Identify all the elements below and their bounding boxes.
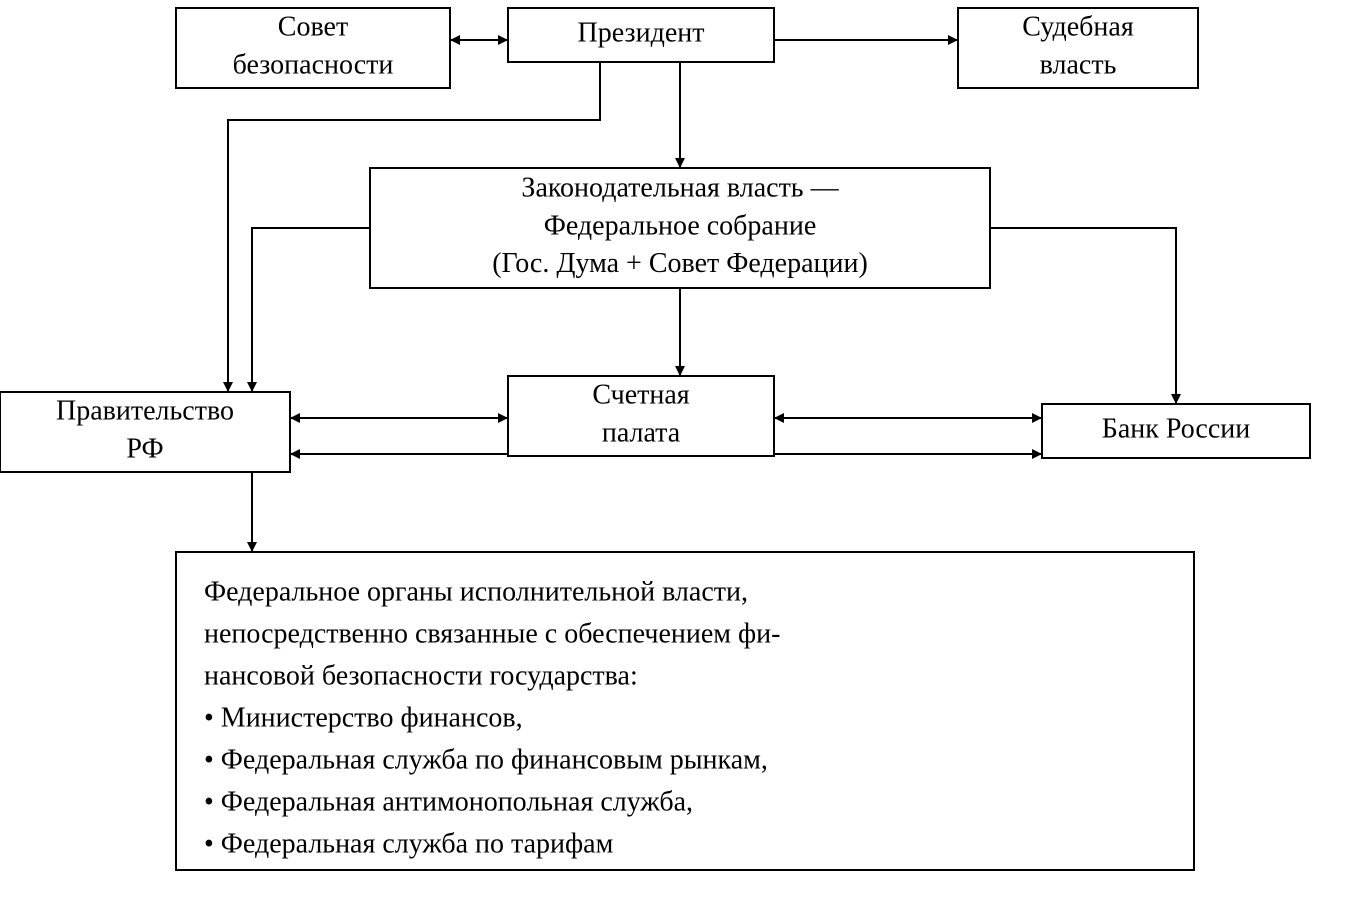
edges-layer (228, 40, 1176, 552)
node-text-government-line1: РФ (126, 433, 163, 464)
nodes-layer: Совет безопасности Президент Судебная власть… (0, 8, 1310, 870)
node-text-legislature-line2: (Гос. Дума + Совет Федерации) (492, 248, 868, 279)
node-text-bank-line0: Банк России (1102, 413, 1251, 444)
node-text-security_council-line0: Совет (278, 12, 348, 43)
node-text-federal_bodies-line3: • Министерство финансов, (204, 702, 523, 733)
org-diagram: Совет безопасности Президент Судебная власть… (0, 0, 1355, 918)
node-government: Правительство РФ (0, 392, 290, 472)
node-text-accounts_chamber-line1: палата (602, 417, 681, 448)
edge-leg-gov (252, 228, 370, 392)
node-text-judicial-line1: власть (1040, 49, 1117, 80)
node-bank: Банк России (1042, 404, 1310, 458)
node-text-federal_bodies-line4: • Федеральная служба по финансовым рынка… (204, 744, 768, 775)
node-text-federal_bodies-line2: нансовой безопасности государства: (204, 660, 638, 691)
node-text-legislature-line0: Законодательная власть — (521, 173, 839, 204)
edge-leg-bank (990, 228, 1176, 404)
node-text-president-line0: Президент (578, 17, 705, 48)
node-president: Президент (508, 8, 774, 62)
node-text-accounts_chamber-line0: Счетная (592, 380, 689, 411)
node-text-federal_bodies-line0: Федеральное органы исполнительной власти… (204, 576, 748, 607)
node-text-security_council-line1: безопасности (233, 49, 394, 80)
node-text-federal_bodies-line6: • Федеральная служба по тарифам (204, 828, 614, 859)
node-judicial: Судебная власть (958, 8, 1198, 88)
node-text-judicial-line0: Судебная (1022, 12, 1134, 43)
node-text-federal_bodies-line1: непосредственно связанные с обеспечением… (204, 618, 780, 649)
node-security_council: Совет безопасности (176, 8, 450, 88)
node-federal_bodies: Федеральное органы исполнительной власти… (176, 552, 1194, 870)
node-text-federal_bodies-line5: • Федеральная антимонопольная служба, (204, 786, 693, 817)
node-text-legislature-line1: Федеральное собрание (544, 210, 817, 241)
node-accounts_chamber: Счетная палата (508, 376, 774, 456)
node-text-government-line0: Правительство (56, 396, 234, 427)
node-legislature: Законодательная власть — Федеральное собр… (370, 168, 990, 288)
